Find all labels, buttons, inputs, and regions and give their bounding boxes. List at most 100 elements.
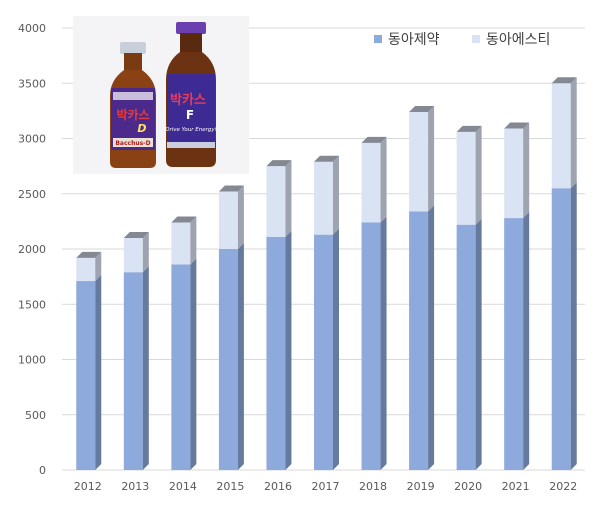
x-tick-label: 2014 [169,480,197,493]
bar-segment-series-1 [314,234,333,470]
bar-side-series-2 [475,125,482,225]
bar-segment-series-2 [218,191,238,249]
bar-side-series-2 [333,155,339,235]
y-tick-label: 500 [25,409,46,422]
bar-segment-series-1 [266,236,286,470]
bar-side-series-2 [523,122,530,219]
bar-side-series-2 [95,251,102,282]
bottle-neck [180,33,202,53]
y-tick-label: 4000 [18,22,46,35]
bar-segment-series-1 [218,249,238,470]
bar-segment-series-2 [171,222,191,265]
x-tick-label: 2013 [121,480,149,493]
y-tick-label: 3500 [18,77,46,90]
bar-side-series-1 [523,212,530,470]
bar-side-series-2 [380,136,387,223]
bar-side-series-1 [285,230,292,470]
legend-label-series-1: 동아제약 [388,32,440,48]
label-bottom-band [167,142,215,148]
y-tick-label: 3000 [18,133,46,146]
bar-side-series-1 [237,243,244,470]
x-tick-label: 2020 [454,480,482,493]
bar-side-series-1 [142,266,149,470]
y-tick-label: 1000 [18,354,46,367]
bottle-left-brand: Bacchus-D [115,140,150,147]
photo-background [73,16,249,174]
bar-segment-series-2 [504,128,524,219]
x-tick-label: 2012 [74,480,102,493]
bar-segment-series-2 [409,111,429,212]
label-bottom-band [113,138,153,147]
legend-swatch-series-1 [374,35,382,43]
bar-top [76,251,102,258]
x-axis-ticks: 2012 2013 2014 2015 2016 2017 2018 2019 2020 2021… [74,480,577,493]
bar-side-series-2 [237,185,244,249]
bar-top [314,155,339,162]
bar-segment-series-1 [171,264,191,470]
bar-segment-series-1 [76,281,96,470]
bar-top [456,125,482,132]
bottle-left-sub: D [137,122,146,135]
bar-top [123,231,149,238]
bar-segment-series-1 [504,218,524,470]
bar-side-series-2 [285,160,292,237]
bar-segment-series-2 [266,166,286,237]
x-tick-label: 2022 [549,480,577,493]
bar-segment-series-2 [551,83,571,189]
bar-segment-series-1 [551,188,571,470]
bar-segment-series-2 [361,142,381,223]
x-tick-label: 2021 [502,480,530,493]
bar-side-series-2 [570,77,577,189]
bars [76,77,577,470]
bar-top [551,77,577,84]
bottle-left-name: 박카스 [116,107,149,122]
bar-side-series-2 [190,216,197,265]
bottle-cap [176,22,206,34]
legend-swatch-series-2 [472,35,480,43]
bar-side-series-1 [428,205,435,470]
bottle-right-slogan: Drive Your Energy! [165,127,217,133]
legend-label-series-2: 동아에스티 [486,32,550,48]
bottle-neck [124,53,142,71]
y-tick-label: 1500 [18,298,46,311]
bar-top [171,216,197,223]
y-tick-label: 2000 [18,243,46,256]
bar-top [361,136,387,143]
bar-segment-series-1 [456,224,476,470]
bar-side-series-1 [333,228,339,470]
bacchus-d-bottle: 박카스 D Bacchus-D [110,42,156,168]
bar-side-series-1 [570,182,577,470]
y-tick-label: 0 [39,464,46,477]
bar-segment-series-2 [123,237,143,273]
bar-side-series-1 [475,218,482,470]
bar-side-series-2 [428,105,435,212]
bottle-cap [120,42,146,54]
bar-top [218,185,244,192]
bar-segment-series-1 [361,222,381,470]
bar-top [504,122,530,129]
bar-segment-series-2 [76,257,96,282]
product-photo: 박카스 D Bacchus-D 박카스 F Drive Your Energy! [73,16,249,174]
x-tick-label: 2017 [312,480,340,493]
bottle-right-sub: F [186,108,194,122]
x-tick-label: 2019 [407,480,435,493]
bar-top [266,160,292,167]
bar-segment-series-1 [123,272,143,470]
y-axis-ticks: 0 500 1000 1500 2000 2500 3000 3500 4000 [18,22,46,477]
bar-segment-series-2 [314,161,333,235]
bar-side-series-1 [190,258,197,470]
y-tick-label: 2500 [18,188,46,201]
bottle-right-name: 박카스 [170,92,206,108]
bar-side-series-1 [95,275,102,470]
x-tick-label: 2018 [359,480,387,493]
bar-top [409,105,435,112]
bacchus-f-bottle: 박카스 F Drive Your Energy! [165,22,217,167]
bar-segment-series-1 [409,211,429,470]
bottle-label [167,74,215,142]
bar-side-series-1 [380,216,387,470]
x-tick-label: 2016 [264,480,292,493]
x-tick-label: 2015 [216,480,244,493]
bar-side-series-2 [142,231,149,273]
legend: 동아제약 동아에스티 [374,32,550,48]
